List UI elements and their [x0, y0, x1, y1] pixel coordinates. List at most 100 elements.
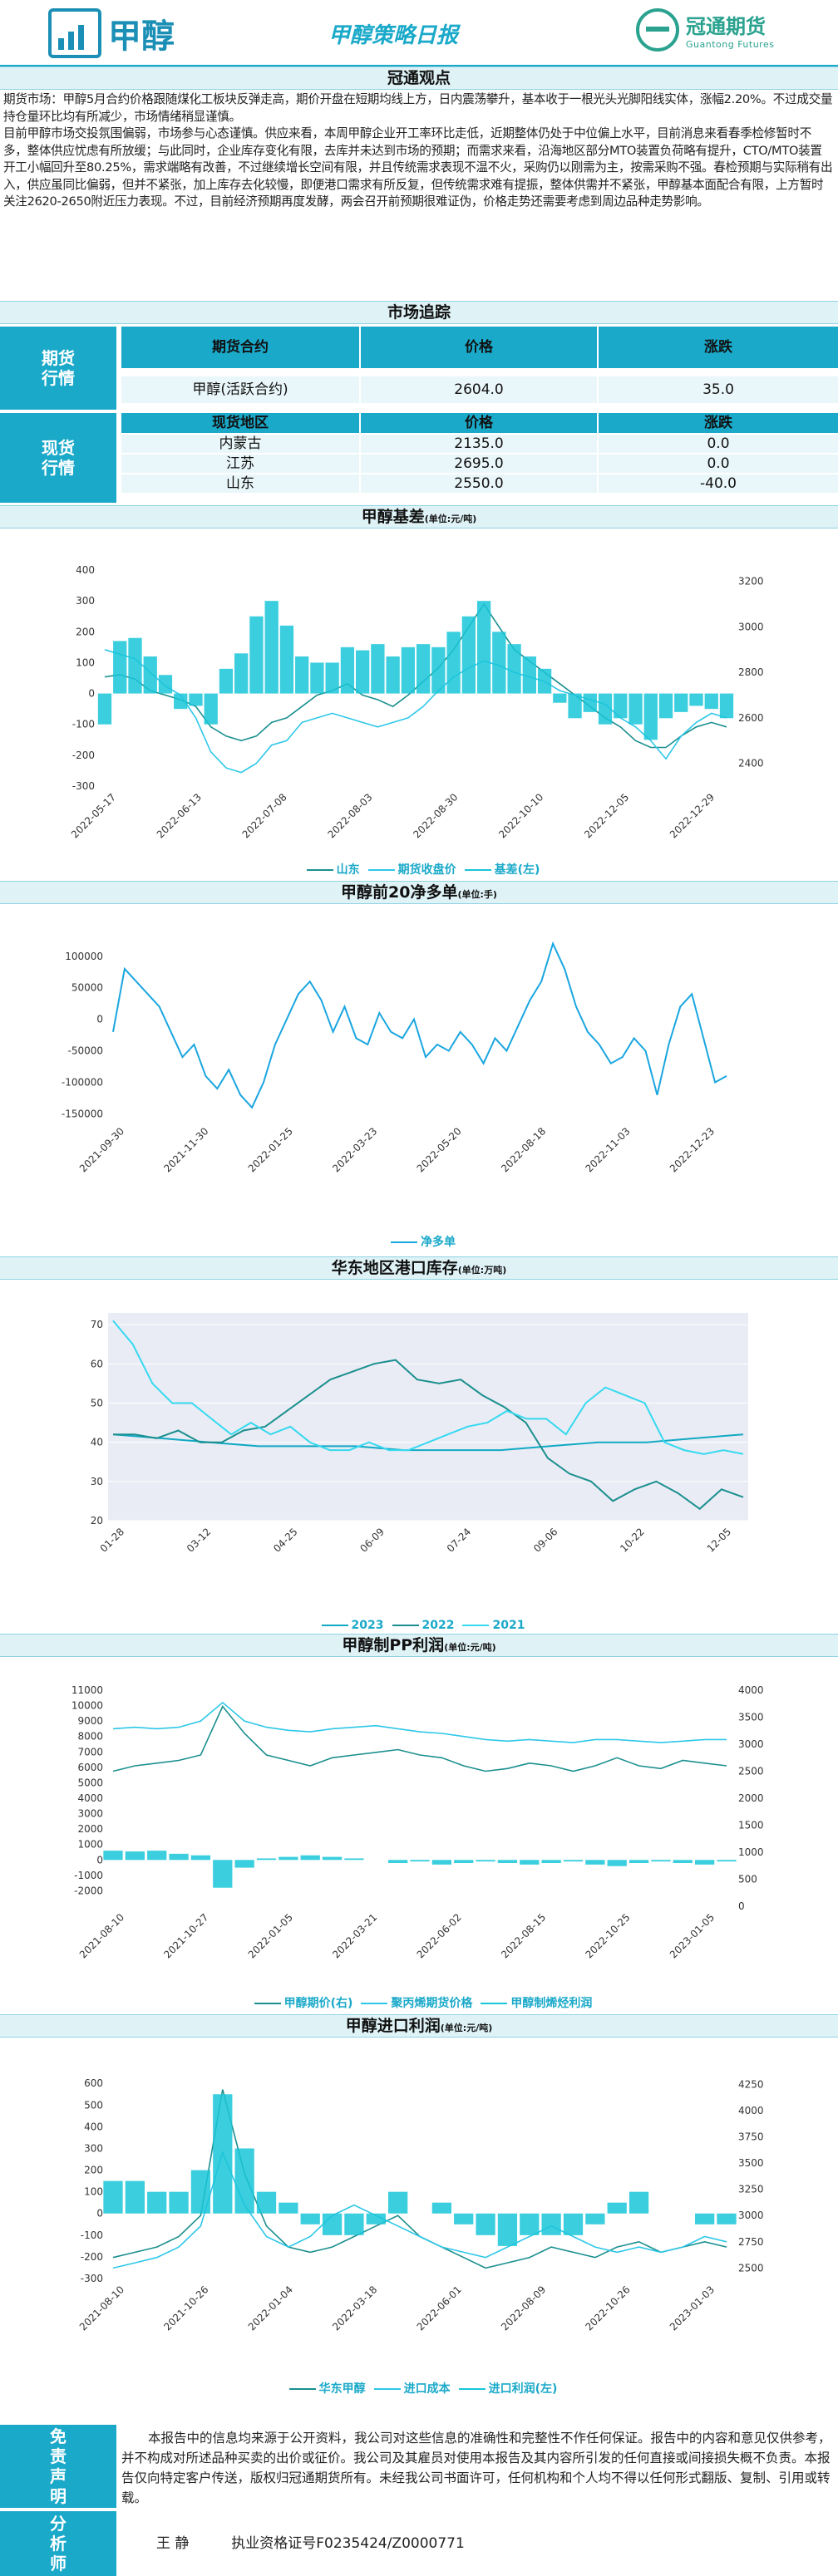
- bar-mark: [410, 1860, 430, 1862]
- y-tick-label: 100: [76, 656, 95, 668]
- bar-mark: [169, 2191, 189, 2214]
- market-table: 期货行情 期货合约 价格 涨跌 甲醇(活跃合约) 2604.0 35.0 现货行…: [0, 327, 838, 505]
- bar-mark: [628, 693, 643, 725]
- y-right-tick-label: 2000: [738, 1792, 764, 1804]
- y-tick-label: 300: [84, 2142, 103, 2154]
- bar-mark: [279, 2202, 298, 2214]
- bar-mark: [366, 2213, 386, 2225]
- x-tick-label: 2022-12-23: [668, 1125, 717, 1174]
- futures-label: 期货行情: [0, 327, 116, 410]
- y-right-tick-label: 1500: [738, 1820, 764, 1831]
- x-tick-label: 2022-07-08: [240, 791, 289, 840]
- bar-mark: [249, 616, 264, 694]
- spot-label: 现货行情: [0, 413, 116, 503]
- legend-swatch: [254, 2003, 281, 2004]
- bar-mark: [325, 662, 339, 694]
- x-tick-label: 2022-12-05: [582, 791, 631, 840]
- x-tick-label: 2022-10-25: [583, 1911, 632, 1960]
- bar-mark: [190, 1855, 211, 1861]
- x-tick-label: 2022-08-30: [411, 791, 460, 840]
- x-tick-label: 2021-08-10: [77, 1911, 126, 1960]
- x-tick-label: 2022-05-17: [69, 791, 118, 840]
- y-tick-label: 5000: [77, 1777, 103, 1788]
- bar-mark: [520, 2213, 540, 2235]
- bar-mark: [497, 1860, 518, 1863]
- bar-mark: [344, 2213, 364, 2235]
- bar-mark: [585, 2213, 605, 2225]
- y-tick-label: 10000: [71, 1700, 103, 1712]
- y-right-tick-label: 3000: [738, 2210, 764, 2221]
- bar-mark: [431, 1860, 451, 1865]
- x-tick-label: 2022-08-18: [499, 1125, 548, 1174]
- bar-mark: [607, 2202, 627, 2214]
- bar-mark: [689, 693, 703, 706]
- y-tick-label: 8000: [77, 1731, 103, 1743]
- bar-mark: [583, 693, 597, 712]
- inventory-legend: 2023 2022 2021: [0, 1619, 838, 1632]
- futures-change: 35.0: [599, 376, 838, 404]
- analyst: 分析师 王 静 执业资格证号F0235424/Z0000771: [0, 2511, 838, 2576]
- import-profit-legend: 华东甲醇 进口成本 进口利润(左): [0, 2380, 838, 2397]
- logo-text: 甲醇: [108, 17, 175, 56]
- futures-price: 2604.0: [361, 376, 597, 404]
- x-tick-label: 2022-05-20: [415, 1125, 464, 1174]
- legend-swatch: [464, 869, 491, 871]
- x-tick-label: 2022-03-18: [330, 2283, 379, 2333]
- x-tick-label: 2021-08-10: [77, 2283, 126, 2333]
- x-tick-label: 2022-08-03: [325, 791, 374, 840]
- bar-mark: [522, 656, 536, 694]
- bar-mark: [446, 632, 461, 694]
- y-right-tick-label: 0: [738, 1900, 745, 1912]
- bar-mark: [520, 1860, 540, 1865]
- y-right-tick-label: 2400: [738, 758, 764, 769]
- bar-mark: [614, 693, 628, 719]
- y-right-tick-label: 2500: [738, 1766, 764, 1777]
- company-name-en: Guantong Futures: [686, 39, 775, 50]
- y-tick-label: -300: [72, 780, 95, 792]
- bar-mark: [103, 1851, 123, 1861]
- y-tick-label: 30: [91, 1476, 103, 1487]
- bar-mark: [174, 693, 188, 710]
- bar-mark: [279, 1856, 298, 1861]
- bar-mark: [256, 2191, 277, 2214]
- page-title: 甲醇策略日报: [328, 23, 459, 48]
- x-tick-label: 2021-11-30: [161, 1125, 210, 1174]
- y-tick-label: 200: [84, 2165, 103, 2176]
- legend-swatch: [373, 2388, 401, 2390]
- x-tick-label: 09-06: [531, 1526, 560, 1555]
- y-tick-label: 600: [84, 2077, 103, 2089]
- y-tick-label: -300: [81, 2273, 103, 2284]
- legend-label: 2021: [492, 1619, 525, 1632]
- bar-mark: [189, 693, 203, 706]
- bar-mark: [541, 2213, 561, 2235]
- legend-label: 2023: [351, 1619, 384, 1632]
- bar-mark: [371, 644, 385, 694]
- x-tick-label: 2021-09-30: [77, 1125, 126, 1174]
- bar-mark: [717, 1860, 737, 1862]
- y-tick-label: 200: [76, 626, 95, 637]
- y-right-tick-label: 1000: [738, 1846, 764, 1858]
- bar-mark: [476, 1860, 495, 1862]
- disclaimer-label: 免责声明: [0, 2425, 116, 2508]
- y-right-tick-label: 2750: [738, 2236, 764, 2248]
- bar-mark: [204, 693, 218, 725]
- bar-mark: [125, 2180, 145, 2214]
- bar-mark: [256, 1858, 277, 1861]
- y-tick-label: 0: [96, 2208, 103, 2220]
- bar-mark: [147, 2191, 167, 2214]
- y-tick-label: -200: [81, 2251, 103, 2263]
- bar-mark: [310, 662, 324, 694]
- y-tick-label: 0: [96, 1014, 103, 1025]
- bar-mark: [673, 1860, 693, 1863]
- bar-mark: [169, 1853, 189, 1861]
- bar-mark: [628, 2191, 649, 2214]
- section-view-title: 冠通观点: [0, 66, 838, 90]
- x-tick-label: 2022-08-09: [499, 2283, 548, 2333]
- y-right-tick-label: 2500: [738, 2262, 764, 2274]
- bar-mark: [585, 1860, 605, 1865]
- bar-mark: [300, 2213, 320, 2225]
- y-right-tick-label: 3200: [738, 576, 764, 587]
- y-tick-label: 500: [84, 2099, 103, 2111]
- x-tick-label: 2021-10-27: [161, 1911, 210, 1960]
- series-line: [104, 649, 727, 774]
